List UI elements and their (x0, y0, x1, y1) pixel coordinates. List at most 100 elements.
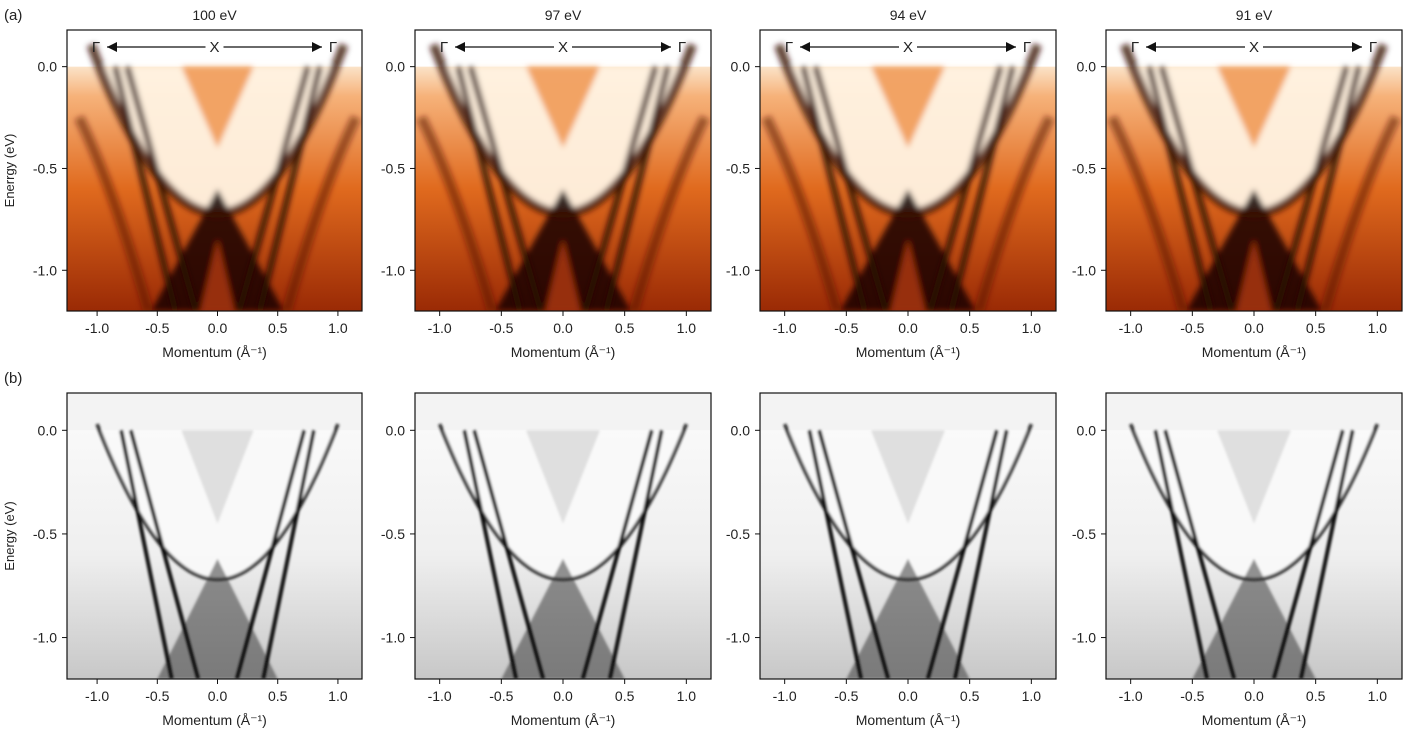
x-point-cone (181, 430, 254, 524)
panel-b-2: 0.0 -0.5 -1.0 -1.0 -0.5 0.0 0.5 1.0 Momentum (Å⁻… (381, 392, 712, 728)
outer-band-1 (800, 65, 868, 311)
outer-band-4 (256, 65, 323, 311)
y-tick-label: 0.0 (731, 422, 751, 438)
edge-band-1 (1107, 115, 1188, 311)
x-tick-label: 0.0 (208, 688, 228, 704)
x-tick-label: 0.0 (208, 320, 228, 336)
spectrum-image (760, 30, 1056, 311)
gamma-left-label: Γ (785, 39, 793, 56)
outer-band-4 (607, 429, 664, 679)
outer-band-2 (817, 429, 891, 679)
y-tick-label: 0.0 (1077, 59, 1097, 75)
panel-b-1: 0.0 -0.5 -1.0 -1.0 -0.5 0.0 0.5 1.0 Momentum (Å⁻… (2, 370, 363, 728)
y-tick-label: 0.0 (386, 422, 406, 438)
y-tick-label: -0.5 (1072, 526, 1096, 542)
spectrum-image (415, 30, 711, 311)
x-tick-label: 0.5 (268, 320, 288, 336)
x-tick-label: 0.5 (615, 320, 635, 336)
x-tick-label: -0.5 (834, 320, 858, 336)
x-tick-label: -0.5 (834, 688, 858, 704)
x-point-label: X (558, 39, 568, 56)
edge-band-2 (629, 115, 710, 311)
panel-title: 100 eV (192, 7, 237, 23)
y-tick-label: -0.5 (726, 160, 750, 176)
x-tick-label: -1.0 (85, 320, 109, 336)
y-tick-label: -1.0 (726, 262, 750, 278)
arrow-head-left (1146, 42, 1156, 52)
x-tick-label: -1.0 (773, 320, 797, 336)
x-axis-label: Momentum (Å⁻¹) (856, 712, 961, 728)
y-tick-label: 0.0 (1077, 422, 1097, 438)
y-tick-label: -1.0 (33, 630, 57, 646)
x-tick-label: -1.0 (428, 688, 452, 704)
x-tick-label: 1.0 (328, 320, 348, 336)
gamma-left-label: Γ (1131, 39, 1139, 56)
x-tick-label: 0.5 (268, 688, 288, 704)
y-tick-label: -0.5 (726, 526, 750, 542)
x-tick-label: -0.5 (489, 320, 513, 336)
x-axis-label: Momentum (Å⁻¹) (511, 712, 616, 728)
outer-band-2 (472, 429, 546, 679)
y-tick-label: 0.0 (386, 59, 406, 75)
x-tick-label: 0.5 (1306, 688, 1326, 704)
x-tick-label: 0.5 (960, 688, 980, 704)
y-tick-label: -1.0 (33, 262, 57, 278)
central-ridge (200, 239, 235, 311)
outer-band-4 (261, 429, 316, 679)
outer-band-1 (1146, 65, 1214, 311)
x-tick-label: -1.0 (1119, 320, 1143, 336)
outer-band-2 (1158, 65, 1235, 311)
above-fermi-region (1106, 393, 1402, 431)
gamma-right-label: Γ (329, 39, 337, 56)
band-features (438, 423, 688, 679)
x-tick-label: -1.0 (773, 688, 797, 704)
x-axis-label: Momentum (Å⁻¹) (1202, 344, 1307, 360)
outer-band-4 (952, 429, 1009, 679)
outer-band-1 (112, 65, 179, 311)
gamma-left-label: Γ (440, 39, 448, 56)
arrow-head-right (661, 42, 671, 52)
x-tick-label: 0.0 (1244, 320, 1264, 336)
panel-a-1: 0.0 -0.5 -1.0 -1.0 -0.5 0.0 0.5 1.0 Momentum (Å⁻… (2, 7, 363, 360)
y-tick-label: 0.0 (38, 59, 58, 75)
gamma-right-label: Γ (678, 39, 686, 56)
x-point-cone (526, 66, 600, 149)
panel-a-4: 0.0 -0.5 -1.0 -1.0 -0.5 0.0 0.5 1.0 Momentum (Å⁻… (1072, 7, 1403, 360)
x-tick-label: 1.0 (1368, 688, 1388, 704)
panel-b-4: 0.0 -0.5 -1.0 -1.0 -0.5 0.0 0.5 1.0 Momentum (Å⁻… (1072, 392, 1403, 728)
above-fermi-region (67, 393, 362, 431)
outer-band-1 (455, 65, 523, 311)
outer-band-4 (1298, 429, 1355, 679)
x-tick-label: 0.0 (1244, 688, 1264, 704)
above-fermi-region (760, 393, 1056, 431)
x-tick-label: 1.0 (1022, 688, 1042, 704)
central-ridge (890, 239, 926, 311)
y-tick-label: -0.5 (381, 526, 405, 542)
x-tick-label: 0.0 (898, 320, 918, 336)
y-tick-label: -1.0 (381, 262, 405, 278)
above-fermi-region (415, 393, 711, 431)
band-features (416, 43, 710, 311)
outer-band-2 (467, 65, 544, 311)
x-tick-label: -0.5 (1180, 688, 1204, 704)
x-tick-label: 1.0 (677, 320, 697, 336)
edge-band-2 (1320, 115, 1401, 311)
outer-band-2 (128, 429, 201, 679)
outer-band-3 (1271, 429, 1345, 679)
outer-band-4 (1294, 65, 1362, 311)
x-axis-label: Momentum (Å⁻¹) (511, 344, 616, 360)
spectrum-image (67, 30, 362, 311)
x-point-cone (1217, 66, 1291, 149)
outer-band-1 (1153, 429, 1210, 679)
x-point-label: X (1249, 39, 1259, 56)
edge-band-1 (761, 115, 842, 311)
x-tick-label: 0.0 (898, 688, 918, 704)
x-axis-label: Momentum (Å⁻¹) (1202, 712, 1307, 728)
x-axis-label: Momentum (Å⁻¹) (162, 712, 267, 728)
x-point-cone (181, 66, 254, 149)
outer-band-3 (234, 429, 307, 679)
band-features (761, 43, 1055, 311)
dark-v-feature (1192, 558, 1316, 679)
y-tick-label: -1.0 (1072, 262, 1096, 278)
